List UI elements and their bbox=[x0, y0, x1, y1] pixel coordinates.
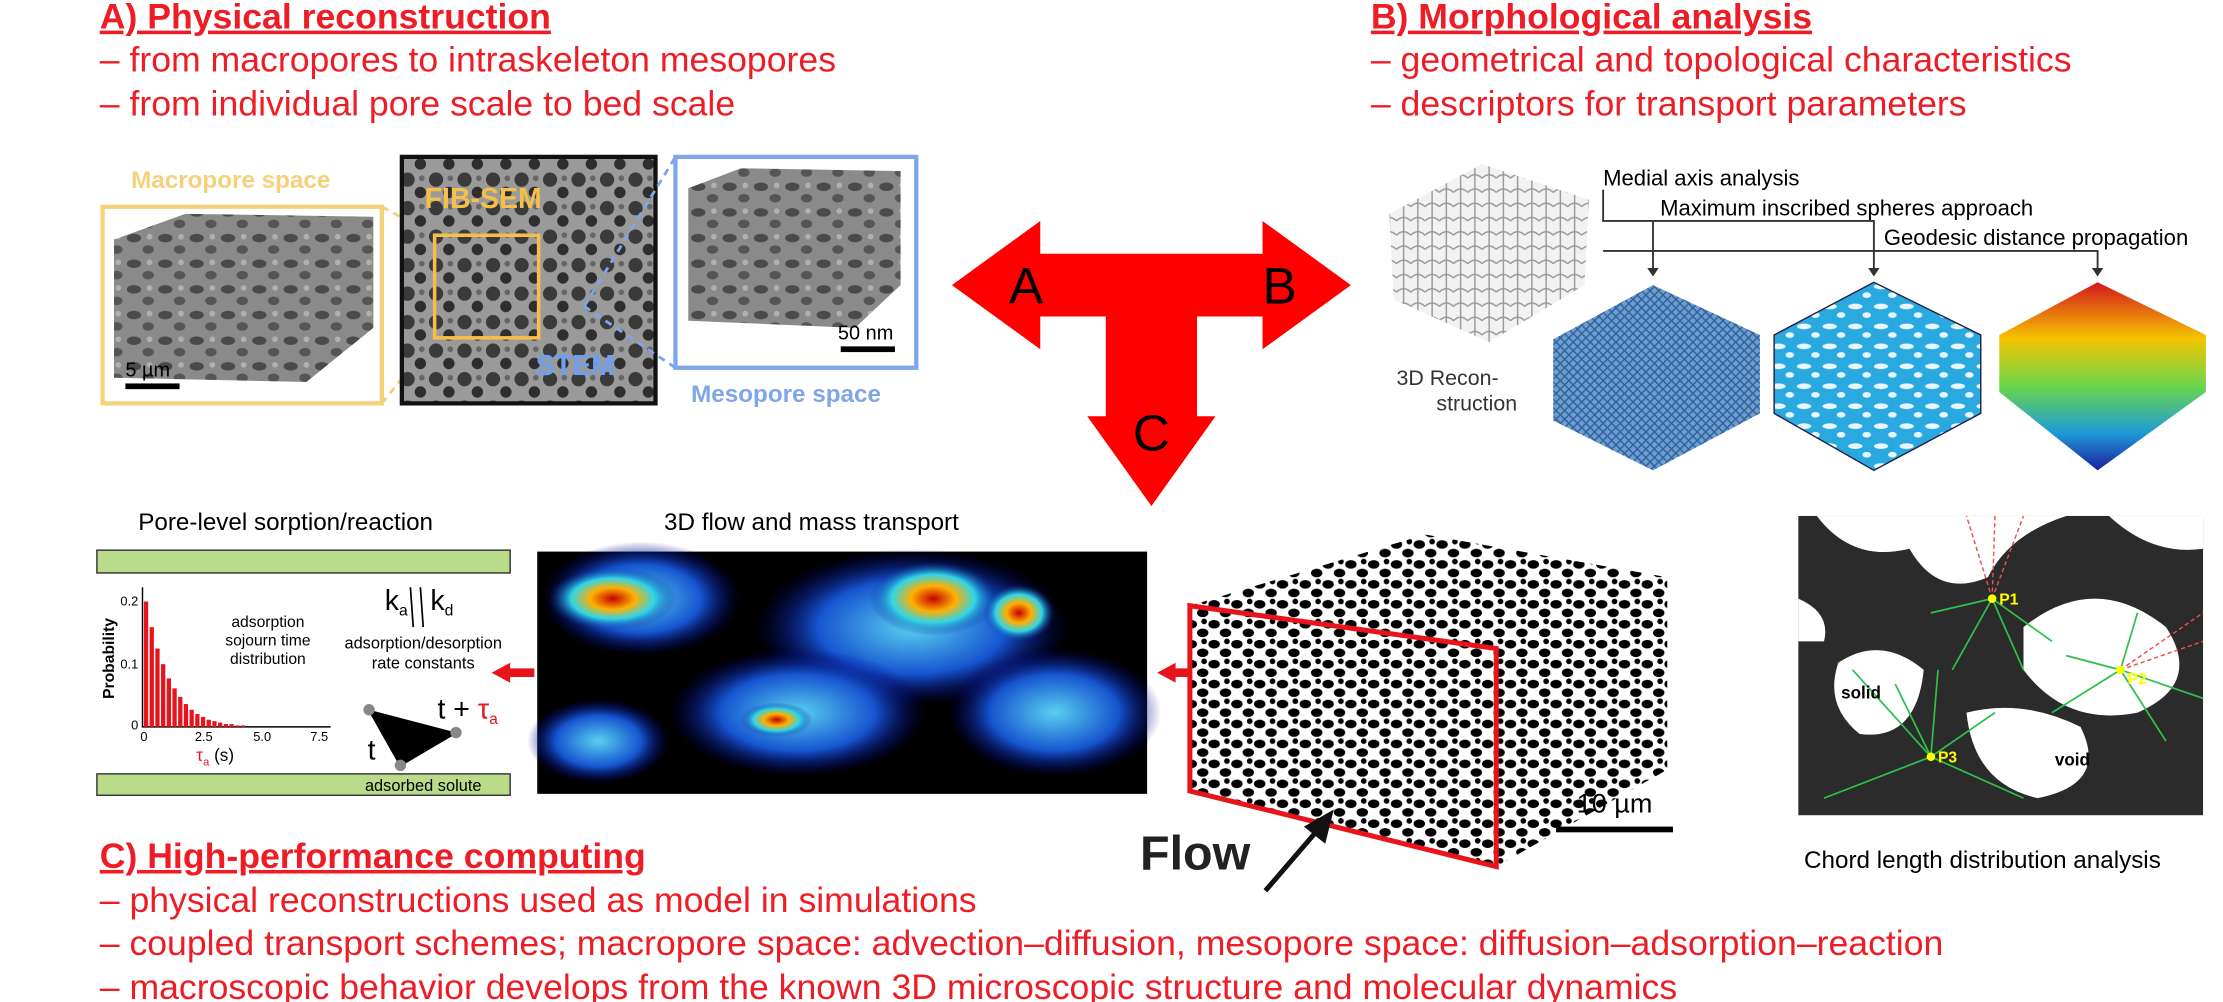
panel-b-title: B) Morphological analysis bbox=[1371, 0, 1812, 37]
sorption-title: Pore-level sorption/reaction bbox=[138, 509, 433, 536]
cross-section bbox=[1187, 602, 1499, 870]
solute-label: adsorbed solute bbox=[365, 777, 482, 795]
x-tick-label: 7.5 bbox=[310, 729, 328, 744]
base: k bbox=[430, 585, 445, 617]
panel-c-line: – macroscopic behavior develops from the… bbox=[100, 967, 1677, 1002]
y-tick-label: 0.2 bbox=[120, 594, 138, 609]
symbol: τ bbox=[196, 746, 203, 765]
sem-image bbox=[399, 154, 658, 406]
mesopore-label: Mesopore space bbox=[691, 381, 881, 408]
wall bbox=[96, 549, 511, 574]
small-arrow bbox=[491, 662, 535, 683]
panel-a-line: – from macropores to intraskeleton mesop… bbox=[100, 39, 836, 79]
histogram-note: sojourn time bbox=[225, 633, 311, 650]
bed-image bbox=[1189, 534, 1668, 867]
arrowheads bbox=[1647, 268, 2104, 277]
panel-c-title: C) High-performance computing bbox=[100, 836, 646, 876]
spheres-image bbox=[1773, 281, 1982, 472]
base: k bbox=[385, 585, 400, 617]
histogram-axes bbox=[141, 587, 331, 728]
macropore-image bbox=[114, 213, 374, 383]
macropore-label: Macropore space bbox=[131, 167, 330, 194]
point-label: P3 bbox=[1938, 749, 1957, 766]
particle bbox=[394, 759, 407, 772]
small-arrow bbox=[1157, 662, 1200, 683]
connector bbox=[583, 305, 677, 369]
method-label: Maximum inscribed spheres approach bbox=[1660, 195, 2033, 220]
panel-a-line: – from individual pore scale to bed scal… bbox=[100, 84, 735, 124]
method-label: Medial axis analysis bbox=[1603, 165, 1799, 190]
fib-sem-label: FIB-SEM bbox=[425, 183, 542, 215]
rate-note: adsorption/desorption bbox=[344, 634, 502, 652]
scale-label: 5 µm bbox=[125, 359, 170, 381]
chord-title: Chord length distribution analysis bbox=[1804, 847, 2161, 874]
heatmap bbox=[527, 541, 1162, 794]
reconstruction-label: 3D Recon- bbox=[1397, 366, 1499, 390]
flow-arrow bbox=[1263, 827, 1321, 893]
histogram-note: distribution bbox=[230, 651, 306, 668]
y-tick-label: 0 bbox=[131, 718, 138, 733]
subscript: a bbox=[203, 756, 210, 768]
subscript: a bbox=[489, 711, 498, 728]
unit: (s) bbox=[209, 746, 234, 765]
medial-axis-image bbox=[1553, 285, 1760, 471]
flow-label: Flow bbox=[1140, 826, 1251, 880]
stem-label: STEM bbox=[536, 350, 615, 382]
arrow-letter: A bbox=[1009, 258, 1044, 315]
particle bbox=[450, 726, 462, 739]
mesopore-image bbox=[688, 168, 901, 328]
method-label: Geodesic distance propagation bbox=[1884, 225, 2188, 250]
subscript: d bbox=[445, 603, 454, 620]
scale-label: 10 µm bbox=[1577, 787, 1653, 818]
panel-b-line: – descriptors for transport parameters bbox=[1371, 84, 1967, 124]
scale-bar bbox=[1556, 826, 1673, 833]
y-axis-label: Probability bbox=[101, 618, 118, 699]
time-label: t bbox=[368, 735, 376, 767]
x-tick-label: 2.5 bbox=[195, 729, 213, 744]
panel-b-line: – geometrical and topological characteri… bbox=[1371, 39, 2072, 79]
histogram-note: adsorption bbox=[231, 614, 304, 631]
subscript: a bbox=[399, 603, 408, 620]
rate-ka: ka bbox=[385, 585, 408, 620]
solid-label: solid bbox=[1841, 683, 1881, 702]
reconstruction-image bbox=[1389, 163, 1589, 343]
tri-arrow bbox=[951, 220, 1351, 506]
y-tick-label: 0.1 bbox=[120, 656, 138, 671]
panel-c-line: – physical reconstructions used as model… bbox=[100, 880, 977, 920]
symbol: τ bbox=[478, 693, 490, 725]
scale-label: 50 nm bbox=[838, 322, 893, 344]
arrow-letter: C bbox=[1133, 404, 1170, 461]
scale-bar bbox=[840, 346, 895, 353]
rate-arrows bbox=[409, 587, 425, 628]
panel-a-title: A) Physical reconstruction bbox=[100, 0, 551, 37]
panel-c-line: – coupled transport schemes; macropore s… bbox=[100, 923, 1944, 963]
rate-note: rate constants bbox=[372, 654, 475, 672]
base: t + bbox=[437, 693, 477, 725]
wall bbox=[96, 773, 511, 796]
rate-kd: kd bbox=[430, 585, 453, 620]
point-label: P2 bbox=[2128, 671, 2147, 688]
x-axis-label: τa (s) bbox=[196, 746, 234, 768]
point-label: P1 bbox=[1999, 591, 2018, 608]
geodesic-image bbox=[1999, 282, 2206, 471]
x-tick-label: 5.0 bbox=[253, 729, 271, 744]
scale-bar bbox=[125, 383, 180, 390]
arrow-letter: B bbox=[1263, 258, 1297, 315]
method-brackets bbox=[1602, 189, 2099, 271]
flow-title: 3D flow and mass transport bbox=[664, 509, 959, 536]
void-label: void bbox=[2055, 750, 2090, 769]
particle bbox=[363, 704, 375, 716]
chord-image bbox=[1798, 515, 2204, 816]
flow-arrowhead bbox=[1303, 809, 1334, 844]
connector bbox=[583, 156, 677, 308]
time-label: t + τa bbox=[437, 693, 498, 728]
reconstruction-label: struction bbox=[1436, 392, 1517, 416]
x-tick-label: 0 bbox=[140, 729, 147, 744]
zoom-box bbox=[432, 233, 541, 340]
histogram-bars bbox=[143, 601, 246, 727]
